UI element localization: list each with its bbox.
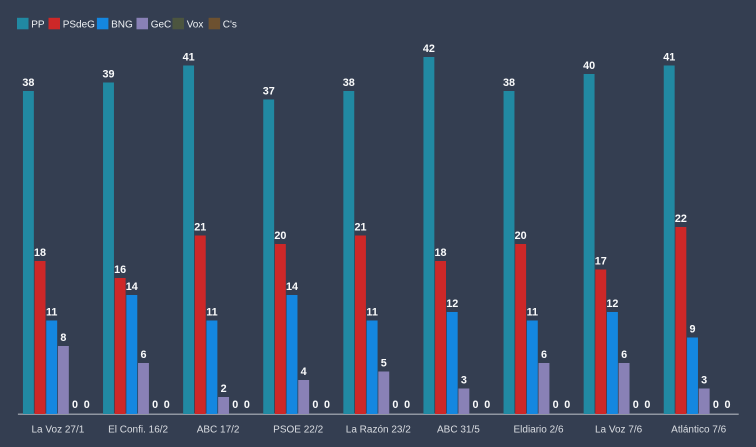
svg-text:41: 41 bbox=[663, 51, 675, 63]
svg-text:20: 20 bbox=[515, 230, 527, 242]
svg-text:12: 12 bbox=[446, 298, 458, 310]
svg-text:16: 16 bbox=[114, 264, 126, 276]
svg-text:El Confi. 16/2: El Confi. 16/2 bbox=[108, 425, 168, 436]
svg-text:La Razón 23/2: La Razón 23/2 bbox=[346, 425, 411, 436]
svg-text:14: 14 bbox=[126, 281, 138, 293]
svg-text:0: 0 bbox=[633, 399, 639, 411]
svg-text:0: 0 bbox=[724, 399, 730, 411]
svg-text:La Voz 27/1: La Voz 27/1 bbox=[31, 425, 84, 436]
svg-text:0: 0 bbox=[484, 399, 490, 411]
svg-text:22: 22 bbox=[675, 213, 687, 225]
svg-text:12: 12 bbox=[606, 298, 618, 310]
svg-text:5: 5 bbox=[381, 357, 387, 369]
svg-text:BNG: BNG bbox=[111, 20, 133, 31]
svg-text:38: 38 bbox=[343, 77, 355, 89]
svg-text:0: 0 bbox=[244, 399, 250, 411]
svg-text:0: 0 bbox=[713, 399, 719, 411]
svg-text:39: 39 bbox=[102, 68, 114, 80]
svg-text:Eldiario 2/6: Eldiario 2/6 bbox=[513, 425, 563, 436]
svg-text:20: 20 bbox=[274, 230, 286, 242]
svg-text:0: 0 bbox=[152, 399, 158, 411]
svg-text:C's: C's bbox=[223, 20, 237, 31]
svg-text:37: 37 bbox=[263, 85, 275, 97]
svg-text:6: 6 bbox=[621, 349, 627, 361]
svg-text:4: 4 bbox=[301, 366, 307, 378]
svg-text:2: 2 bbox=[221, 383, 227, 395]
svg-text:PSdeG: PSdeG bbox=[63, 20, 95, 31]
svg-text:11: 11 bbox=[527, 306, 538, 318]
svg-text:0: 0 bbox=[473, 399, 479, 411]
svg-text:3: 3 bbox=[461, 374, 467, 386]
svg-text:0: 0 bbox=[644, 399, 650, 411]
svg-text:11: 11 bbox=[46, 306, 57, 318]
svg-text:ABC 31/5: ABC 31/5 bbox=[437, 425, 480, 436]
svg-text:PSOE 22/2: PSOE 22/2 bbox=[273, 425, 323, 436]
svg-text:0: 0 bbox=[392, 399, 398, 411]
svg-text:0: 0 bbox=[164, 399, 170, 411]
svg-text:3: 3 bbox=[701, 374, 707, 386]
svg-text:0: 0 bbox=[312, 399, 318, 411]
svg-text:PP: PP bbox=[31, 20, 45, 31]
svg-text:0: 0 bbox=[564, 399, 570, 411]
svg-text:9: 9 bbox=[690, 323, 696, 335]
svg-text:17: 17 bbox=[595, 255, 607, 267]
svg-text:0: 0 bbox=[72, 399, 78, 411]
svg-text:42: 42 bbox=[423, 43, 435, 55]
svg-text:8: 8 bbox=[60, 332, 66, 344]
svg-text:0: 0 bbox=[404, 399, 410, 411]
svg-text:38: 38 bbox=[503, 77, 515, 89]
svg-text:11: 11 bbox=[366, 306, 377, 318]
svg-text:GeC: GeC bbox=[151, 20, 172, 31]
svg-text:0: 0 bbox=[553, 399, 559, 411]
svg-text:21: 21 bbox=[354, 221, 366, 233]
svg-text:La Voz 7/6: La Voz 7/6 bbox=[595, 425, 643, 436]
svg-text:Vox: Vox bbox=[187, 20, 204, 31]
svg-text:6: 6 bbox=[140, 349, 146, 361]
svg-text:0: 0 bbox=[324, 399, 330, 411]
svg-text:38: 38 bbox=[22, 77, 34, 89]
svg-text:ABC 17/2: ABC 17/2 bbox=[197, 425, 240, 436]
svg-text:18: 18 bbox=[34, 247, 46, 259]
svg-text:0: 0 bbox=[84, 399, 90, 411]
svg-text:11: 11 bbox=[206, 306, 217, 318]
svg-text:14: 14 bbox=[286, 281, 298, 293]
svg-text:0: 0 bbox=[232, 399, 238, 411]
svg-text:18: 18 bbox=[435, 247, 447, 259]
svg-text:Atlántico 7/6: Atlántico 7/6 bbox=[671, 425, 726, 436]
svg-text:21: 21 bbox=[194, 221, 206, 233]
svg-text:40: 40 bbox=[583, 60, 595, 72]
svg-text:6: 6 bbox=[541, 349, 547, 361]
svg-text:41: 41 bbox=[183, 51, 195, 63]
